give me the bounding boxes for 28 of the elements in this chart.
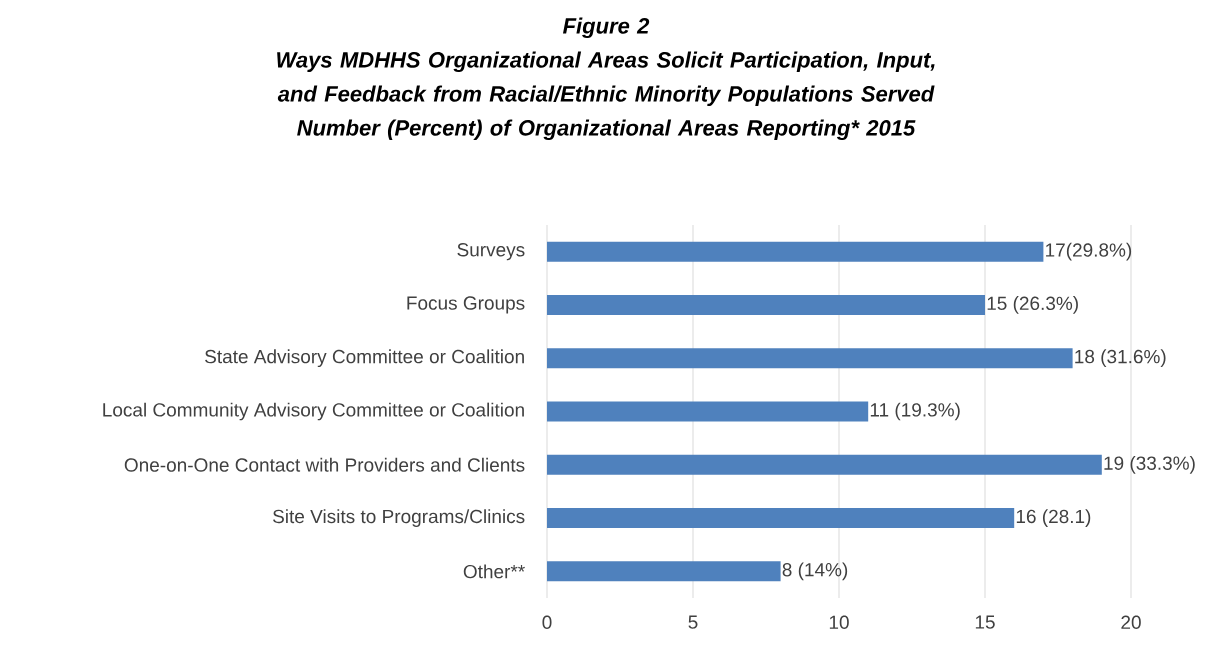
y-tick-label: Focus Groups — [407, 296, 525, 314]
data-label: 8 (14%) — [782, 562, 848, 581]
data-label: 16 (28.1) — [1016, 509, 1091, 527]
data-label: 19 (33.3%) — [1104, 455, 1195, 474]
bar — [547, 294, 985, 315]
x-tick-label: 5 — [688, 615, 698, 629]
y-tick-label: Other** — [463, 564, 525, 579]
bar — [547, 241, 1044, 262]
y-tick-label: Local Community Advisory Committee or Coalition — [103, 402, 524, 421]
data-label: 15 (26.3%) — [987, 296, 1078, 314]
bar — [547, 348, 1073, 369]
chart-subtitle: Ways MDHHS Organizational Areas Solicit Participation, Input, and Feedback from Racial/Ethnic Minority Populations Served Number (Percent) of Organizational Areas Reporting* 2015 — [277, 51, 935, 141]
bar — [547, 561, 781, 582]
data-label: 17(29.8%) — [1046, 242, 1132, 261]
y-tick-label: Surveys — [457, 243, 525, 261]
data-label: 18 (31.6%) — [1075, 349, 1166, 368]
x-tick-label: 15 — [975, 615, 995, 629]
x-tick-label: 10 — [829, 615, 849, 629]
data-label: 11 (19.3%) — [870, 402, 960, 421]
y-tick-label: State Advisory Committee or Coalition — [205, 349, 524, 368]
y-tick-label: Site Visits to Programs/Clinics — [273, 509, 525, 527]
chart-title: Figure 2 — [563, 17, 650, 39]
x-tick-label: 20 — [1121, 615, 1141, 629]
y-tick-label: One-on-One Contact with Providers and Clients — [124, 457, 525, 472]
x-tick-label: 0 — [542, 615, 552, 629]
bar — [547, 508, 1015, 529]
bar — [547, 454, 1102, 475]
bar — [547, 401, 869, 422]
